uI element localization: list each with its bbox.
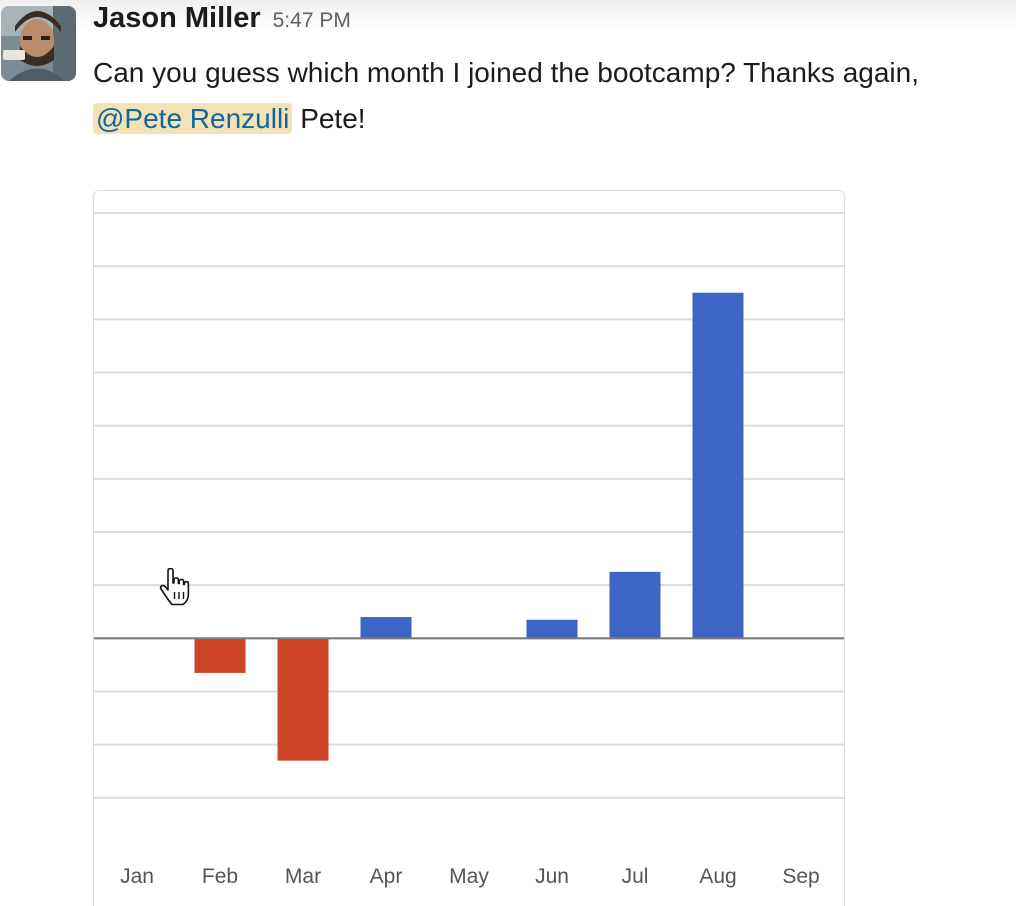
bar-chart: Jan Feb Mar Apr May Jun Jul Aug Sep <box>94 212 844 888</box>
chart-bars <box>194 292 744 761</box>
message-text-end: Pete! <box>300 103 366 134</box>
user-mention[interactable]: @Pete Renzulli <box>93 103 293 134</box>
bar-mar <box>277 638 329 761</box>
x-tick-label-apr: Apr <box>370 865 403 888</box>
sender-name[interactable]: Jason Miller <box>93 2 261 34</box>
top-fade <box>0 0 1016 30</box>
bar-feb <box>194 638 246 673</box>
x-tick-label-may: May <box>449 865 489 888</box>
bar-apr <box>360 617 412 639</box>
avatar[interactable] <box>1 6 76 81</box>
message-timestamp[interactable]: 5:47 PM <box>272 9 351 32</box>
bar-jun <box>526 619 578 639</box>
message-header: Jason Miller 5:47 PM <box>93 2 351 42</box>
x-tick-label-jul: Jul <box>622 865 649 888</box>
bar-jul <box>609 571 661 639</box>
hand-pointer-icon <box>158 567 192 606</box>
chart-attachment[interactable]: Jan Feb Mar Apr May Jun Jul Aug Sep <box>93 190 845 906</box>
x-tick-label-aug: Aug <box>699 865 736 888</box>
x-tick-label-mar: Mar <box>285 865 321 888</box>
bar-aug <box>692 292 744 639</box>
x-tick-label-feb: Feb <box>202 865 238 888</box>
user-photo-icon <box>1 6 76 81</box>
chart-x-labels: Jan Feb Mar Apr May Jun Jul Aug Sep <box>120 865 820 888</box>
message-body: Can you guess which month I joined the b… <box>93 50 1008 142</box>
message-text: Can you guess which month I joined the b… <box>93 57 919 88</box>
x-tick-label-jun: Jun <box>535 865 569 888</box>
x-tick-label-jan: Jan <box>120 865 154 888</box>
x-tick-label-sep: Sep <box>782 865 819 888</box>
